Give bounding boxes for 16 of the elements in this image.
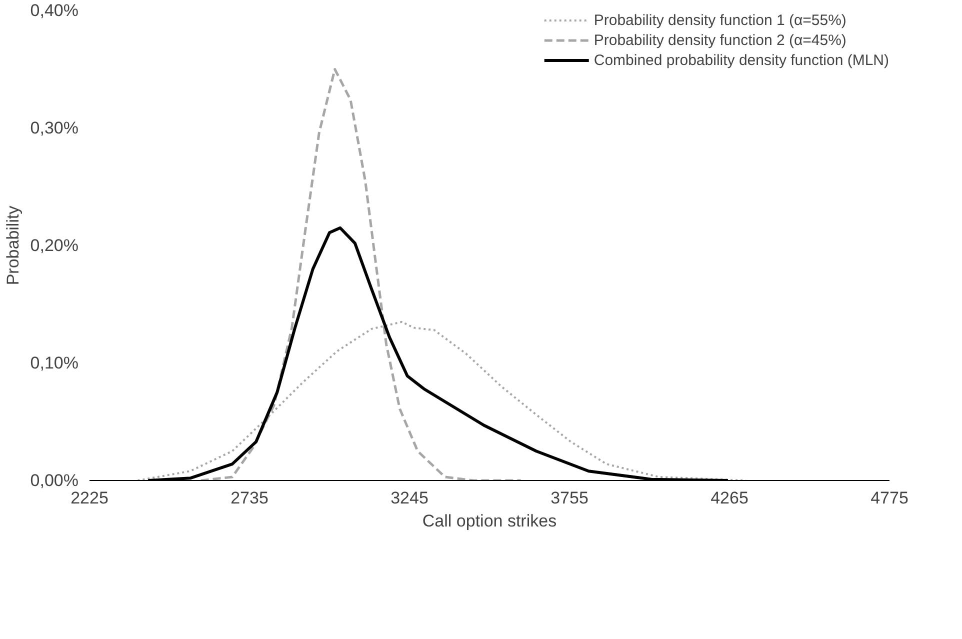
y-tick-label: 0,30% (30, 118, 78, 138)
y-tick-label: 0,20% (30, 236, 78, 255)
y-axis-title: Probability (3, 205, 22, 286)
x-tick-label: 4265 (710, 488, 748, 508)
legend-label: Combined probability density function (MLN) (594, 52, 889, 68)
x-tick-label: 4775 (870, 488, 908, 508)
y-tick-label: 0,40% (30, 1, 78, 20)
y-tick-label: 0,10% (30, 354, 78, 372)
legend-label: Probability density function 2 (α=45%) (594, 32, 846, 48)
x-tick-label: 3755 (550, 488, 588, 508)
x-tick-label: 3245 (390, 488, 428, 508)
x-tick-label: 2225 (70, 488, 108, 508)
x-axis-title: Call option strikes (422, 512, 557, 530)
x-tick-label: 2735 (230, 488, 268, 508)
y-tick-label: 0,00% (30, 471, 78, 490)
legend-label: Probability density function 1 (α=55%) (594, 12, 846, 28)
